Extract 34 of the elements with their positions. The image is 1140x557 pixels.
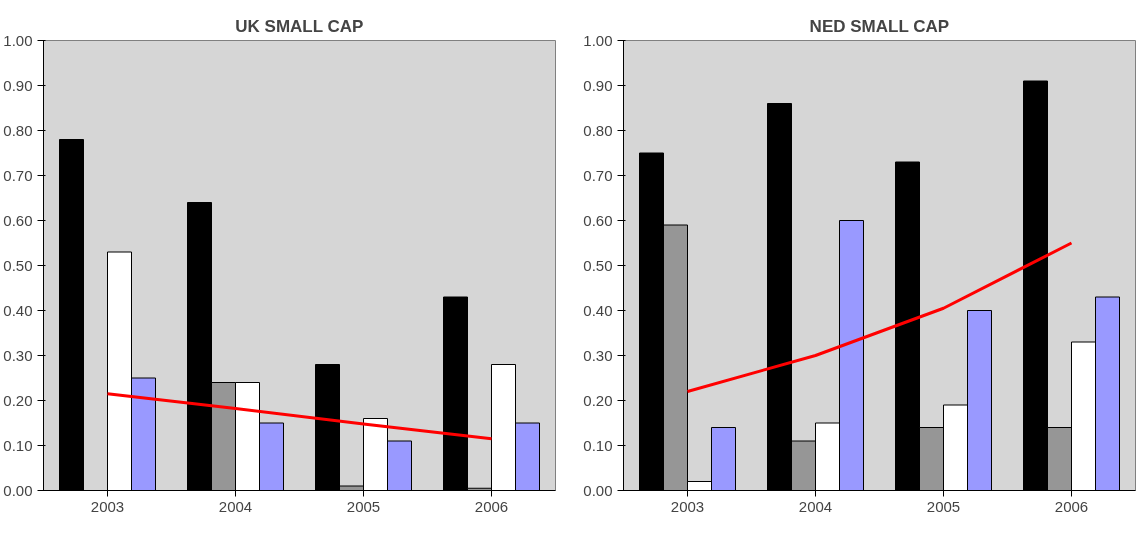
y-tick-label: 0.40 [3, 301, 33, 319]
y-tick-label: 0.80 [583, 121, 613, 139]
x-tick-label: 2005 [346, 497, 381, 515]
line-series [686, 241, 1073, 393]
chart-title: NED SMALL CAP [809, 16, 950, 36]
x-tick-label: 2004 [218, 497, 253, 515]
y-tick-label: 0.50 [583, 256, 613, 274]
x-tick-label: 2004 [798, 497, 833, 515]
x-tick-label: 2006 [474, 497, 509, 515]
y-tick-label: 0.90 [3, 76, 33, 94]
y-tick-label: 0.30 [583, 346, 613, 364]
y-tick-label: 0.60 [583, 211, 613, 229]
y-tick-label: 0.40 [583, 301, 613, 319]
y-tick-label: 0.90 [583, 76, 613, 94]
y-tick-label: 0.50 [3, 256, 33, 274]
y-tick-label: 0.80 [3, 121, 33, 139]
y-tick-label: 0.30 [3, 346, 33, 364]
y-tick-label: 1.00 [583, 31, 613, 49]
chart-title: UK SMALL CAP [235, 16, 364, 36]
y-tick-label: 0.20 [583, 391, 613, 409]
y-tick-label: 0.70 [3, 166, 33, 184]
y-tick-label: 0.10 [583, 436, 613, 454]
line-series [106, 392, 493, 441]
x-tick-label: 2005 [926, 497, 961, 515]
x-tick-label: 2003 [90, 497, 125, 515]
y-tick-label: 0.60 [3, 211, 33, 229]
x-tick-label: 2006 [1054, 497, 1089, 515]
y-tick-label: 0.10 [3, 436, 33, 454]
y-tick-label: 0.00 [583, 481, 613, 499]
y-tick-label: 0.20 [3, 391, 33, 409]
x-tick-label: 2003 [670, 497, 705, 515]
y-tick-label: 0.70 [583, 166, 613, 184]
y-tick-label: 0.00 [3, 481, 33, 499]
y-tick-label: 1.00 [3, 31, 33, 49]
